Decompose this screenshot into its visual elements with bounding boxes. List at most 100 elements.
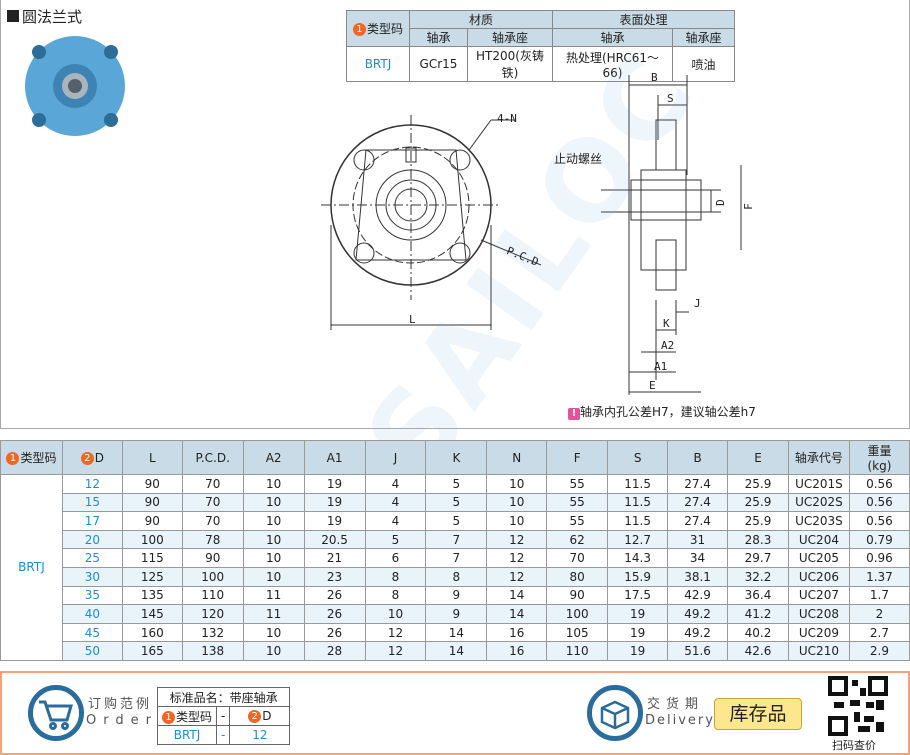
d-cell: 50 (61, 641, 123, 661)
table-row: 30 125 100 10 23 8 8 12 80 15.9 38.1 32.2 UC206 1.37 (1, 566, 910, 587)
header-label: A1 (326, 450, 343, 465)
cell: 11.5 (607, 474, 669, 494)
cell: 19 (303, 492, 366, 513)
delivery-label-en: Delivery (645, 713, 715, 728)
cell: 10 (242, 622, 305, 643)
cell: 19 (303, 511, 366, 531)
cell: 165 (121, 641, 183, 661)
table-row: 20 100 78 10 20.5 5 7 12 62 12.7 31 28.3 UC204 0.79 (1, 529, 910, 550)
weight-unit: (kg) (867, 459, 892, 473)
cell: 34 (667, 548, 729, 568)
label-n: 4-N (497, 112, 517, 125)
label-e: E (649, 379, 656, 392)
cell: 26 (303, 585, 366, 606)
order-type: BRTJ (156, 725, 218, 745)
cell: 0.79 (848, 529, 910, 550)
cell: 17.5 (607, 585, 669, 606)
header-label: 类型码 (20, 451, 57, 465)
label-set-screw: 止动螺丝 (554, 152, 603, 166)
label-a1: A1 (654, 360, 668, 373)
cell: 55 (546, 511, 609, 531)
dash: - (216, 706, 231, 726)
cell: 26 (303, 604, 366, 624)
delivery-label: 交货期 (647, 697, 705, 712)
cell: 78 (181, 529, 244, 550)
header-label: J (393, 450, 398, 465)
box-icon (587, 685, 643, 741)
column-header: N (486, 440, 548, 475)
qr-caption: 扫码查价 (832, 739, 876, 752)
order-d: 12 (229, 725, 291, 745)
cell: 14 (425, 622, 488, 643)
cell: 32.2 (727, 566, 789, 587)
d-cell: 17 (61, 511, 123, 531)
cell: 41.2 (727, 604, 789, 624)
cell: 19 (303, 474, 366, 494)
badge-1: 1 (352, 23, 366, 36)
cell: HT200(灰铸铁) (467, 46, 553, 82)
label-a2: A2 (661, 339, 675, 352)
cell: 8 (425, 566, 488, 587)
d-cell: 35 (61, 585, 123, 606)
header-label: E (754, 450, 762, 465)
cell: 135 (121, 585, 183, 606)
cell: 10 (242, 492, 305, 513)
cell: 2.7 (848, 622, 910, 643)
cell: UC208 (787, 604, 850, 624)
column-header: L (121, 440, 183, 475)
cell: 28 (303, 641, 366, 661)
cell: UC204 (787, 529, 850, 550)
cell: 11.5 (607, 511, 669, 531)
cell: 138 (181, 641, 244, 661)
cell: 25.9 (727, 492, 789, 513)
d-cell: 30 (61, 566, 123, 587)
d-cell: 20 (61, 529, 123, 550)
cell: 10 (486, 511, 548, 531)
cell: GCr15 (409, 46, 468, 82)
header-label: A2 (265, 450, 282, 465)
column-header: J (364, 440, 427, 475)
cell: 105 (546, 622, 609, 643)
cell: 31 (667, 529, 729, 550)
cell: 6 (364, 548, 427, 568)
cell: 10 (242, 474, 305, 494)
d-cell: 45 (61, 622, 123, 643)
column-header: S (607, 440, 669, 475)
cell: 15.9 (607, 566, 669, 587)
cell: 23 (303, 566, 366, 587)
cell: 90 (121, 511, 183, 531)
cell: 4 (364, 474, 427, 494)
cell: 120 (181, 604, 244, 624)
cell: 11.5 (607, 492, 669, 513)
column-header: A2 (242, 440, 305, 475)
table-row: 50 165 138 10 28 12 14 16 110 19 51.6 42.6 UC210 2.9 (1, 641, 910, 661)
column-header: 1 类型码 (0, 440, 63, 475)
column-header: B (667, 440, 729, 475)
cell: 0.96 (848, 548, 910, 568)
cell: 11 (242, 585, 305, 606)
cell: 喷油 (672, 46, 735, 82)
badge-1: 1 (162, 710, 175, 724)
cell: 90 (181, 548, 244, 568)
page-title: 圆法兰式 (7, 6, 82, 27)
cell: 100 (121, 529, 183, 550)
cell: 5 (425, 492, 488, 513)
cell: 10 (242, 566, 305, 587)
dimension-table: 1 类型码 2 D L P.C.D. A2 A1 J K N F S B E 轴承代号 重量 (kg) BRTJ 1… (0, 440, 910, 661)
cell: 51.6 (667, 641, 729, 661)
column-header: E (727, 440, 789, 475)
cell: 19 (607, 604, 669, 624)
cell: 29.7 (727, 548, 789, 568)
badge-2: 2 (80, 451, 94, 465)
column-header: 轴承代号 (787, 440, 850, 475)
note-text: 轴承内孔公差H7，建议轴公差h7 (580, 405, 756, 419)
d-cell: 12 (61, 474, 123, 494)
cell: 19 (607, 622, 669, 643)
technical-drawing (321, 75, 742, 395)
cell: UC209 (787, 622, 850, 643)
cell: 5 (425, 511, 488, 531)
cell: 2 (848, 604, 910, 624)
cell: 70 (181, 511, 244, 531)
qr-code[interactable] (828, 676, 888, 736)
